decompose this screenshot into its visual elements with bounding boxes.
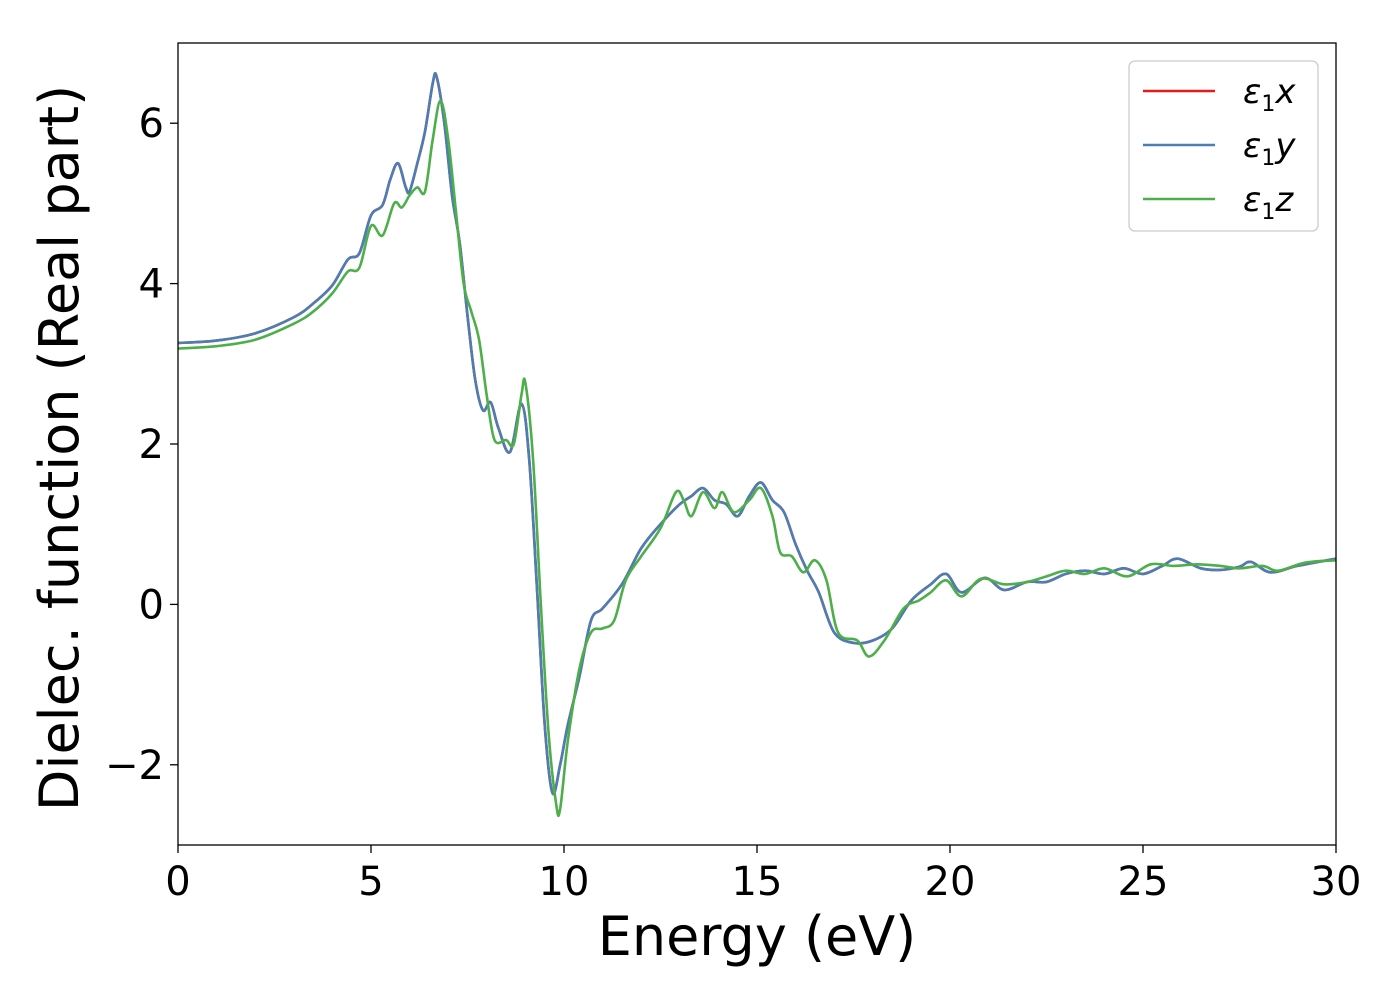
series-layer: [178, 72, 1336, 817]
y-axis-label: Dielec. function (Real part): [28, 85, 91, 811]
y-tick-label: −2: [105, 743, 164, 789]
legend-label: ε1z: [1243, 180, 1294, 225]
x-tick-label: 30: [1311, 859, 1362, 905]
x-tick-label: 15: [732, 859, 783, 905]
y-axis: −2 0 2 4 6: [105, 101, 178, 789]
x-axis-label: Energy (eV): [598, 905, 917, 968]
x-tick-label: 5: [358, 859, 383, 905]
y-tick-label: 0: [139, 582, 164, 628]
x-tick-label: 0: [165, 859, 190, 905]
series-line-z: [178, 99, 1336, 817]
legend-item-z: ε1z: [1143, 180, 1294, 225]
legend-item-y: ε1y: [1143, 126, 1296, 171]
x-tick-label: 10: [539, 859, 590, 905]
x-tick-label: 20: [925, 859, 976, 905]
y-tick-label: 6: [139, 101, 164, 147]
y-tick-label: 4: [139, 262, 164, 308]
legend-item-x: ε1x: [1143, 72, 1296, 117]
series-line-y: [178, 72, 1336, 796]
legend-box: [1128, 60, 1319, 232]
y-tick-label: 2: [139, 422, 164, 468]
legend: ε1x ε1y ε1z: [1128, 60, 1319, 232]
x-axis: 0 5 10 15 20 25 30: [165, 845, 1361, 905]
x-tick-label: 25: [1118, 859, 1169, 905]
legend-label: ε1x: [1243, 72, 1296, 117]
legend-label: ε1y: [1243, 126, 1296, 171]
